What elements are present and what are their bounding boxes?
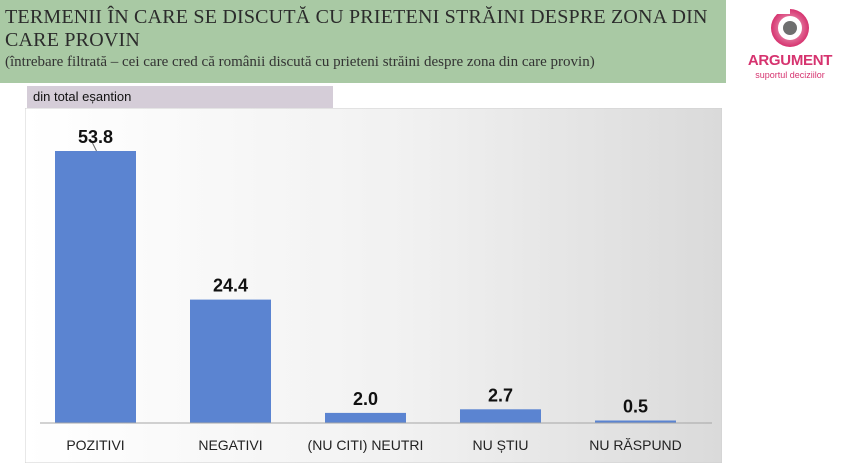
data-label: 53.8 <box>78 127 113 147</box>
target-logo-icon <box>770 6 809 47</box>
data-label: 2.7 <box>488 385 513 405</box>
plot-background <box>24 107 723 464</box>
header-banner: TERMENII ÎN CARE SE DISCUTĂ CU PRIETENI … <box>0 0 726 83</box>
brand-logo: ARGUMENT suportul deciziilor <box>740 6 840 86</box>
chart-title: TERMENII ÎN CARE SE DISCUTĂ CU PRIETENI … <box>5 6 708 51</box>
category-label: NEGATIVI <box>198 437 262 453</box>
bar <box>55 151 136 423</box>
category-label: POZITIVI <box>66 437 124 453</box>
category-label: (NU CITI) NEUTRI <box>308 437 424 453</box>
data-label: 24.4 <box>213 276 248 296</box>
data-label: 2.0 <box>353 389 378 409</box>
bar <box>460 409 541 423</box>
category-label: NU ȘTIU <box>473 437 529 453</box>
bar <box>190 299 271 423</box>
logo-tagline: suportul deciziilor <box>755 70 825 80</box>
chart-area: 53.8 POZITIVI 24.4 NEGATIVI 2.0 (NU CITI) NEU… <box>24 107 723 464</box>
data-label: 0.5 <box>623 397 648 417</box>
label-leader-line <box>92 142 97 152</box>
bar <box>595 420 676 423</box>
bar <box>325 412 406 423</box>
bar-chart: 53.8 POZITIVI 24.4 NEGATIVI 2.0 (NU CITI) NEU… <box>24 107 723 464</box>
base-label: din total eșantion <box>27 86 333 108</box>
logo-name: ARGUMENT <box>747 52 833 69</box>
chart-subtitle: (întrebare filtrată – cei care cred că r… <box>5 54 595 70</box>
category-label: NU RĂSPUND <box>589 437 682 453</box>
